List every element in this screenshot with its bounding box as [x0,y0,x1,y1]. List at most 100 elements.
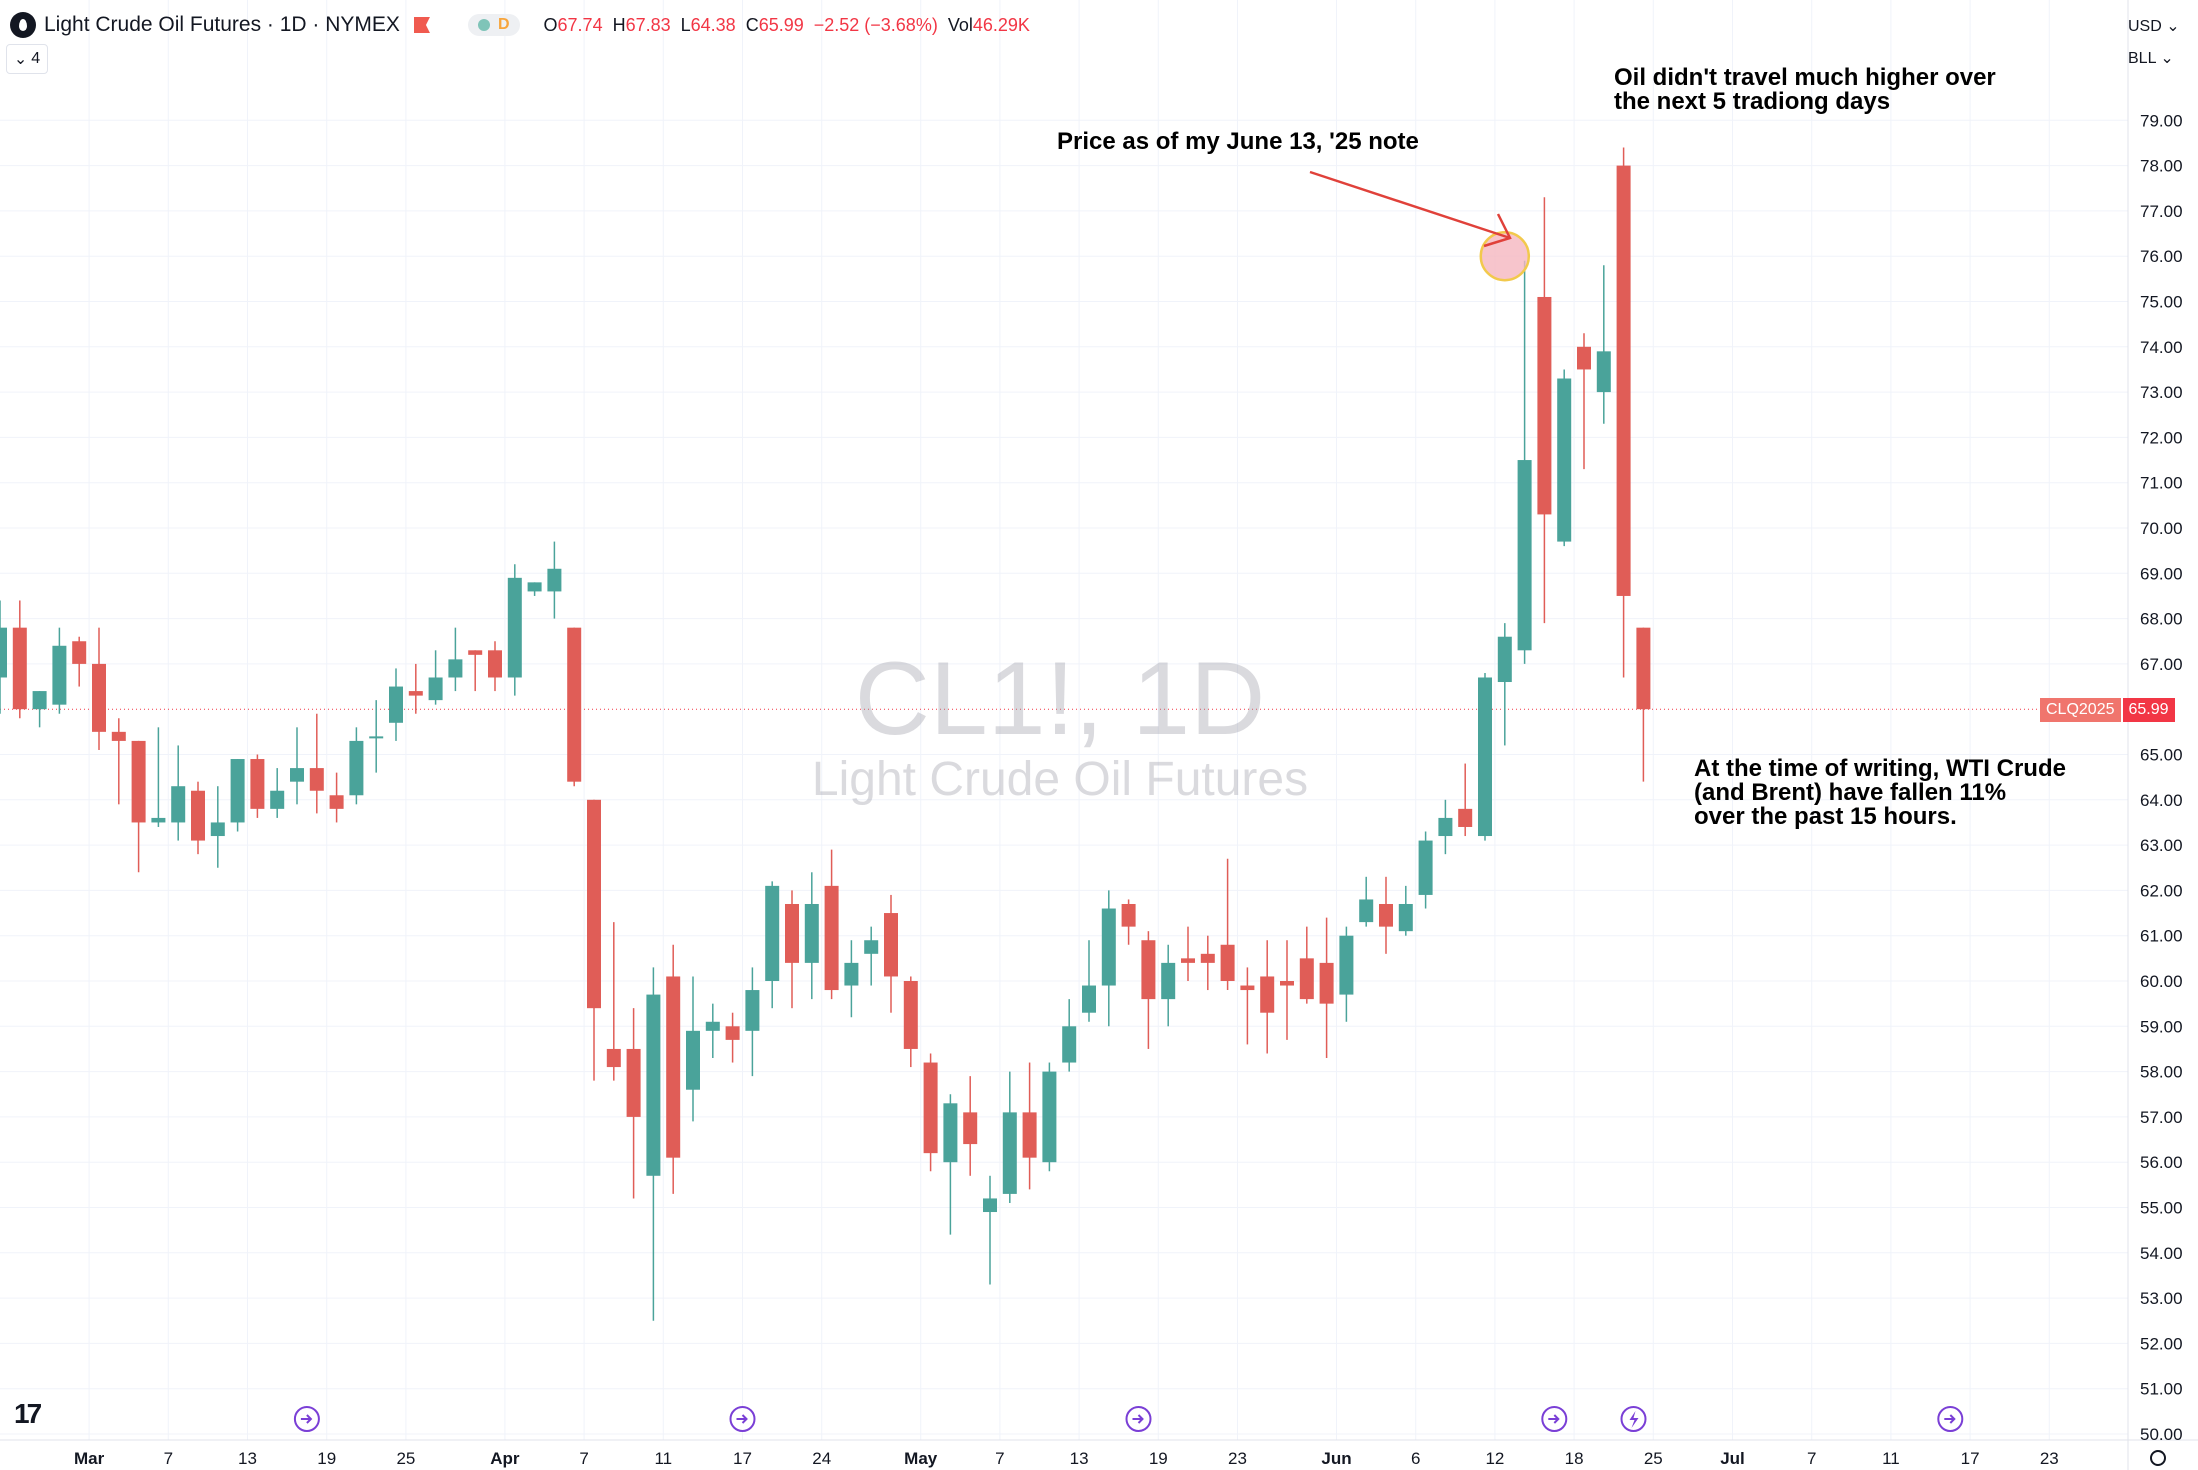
candle-body[interactable] [1240,985,1255,991]
candle-body[interactable] [1418,840,1433,895]
candle-body[interactable] [151,817,166,823]
arrow-right-icon [300,1414,313,1424]
candle-body[interactable] [408,691,423,696]
lightning-icon [1629,1411,1639,1428]
candle-body[interactable] [804,903,819,963]
candle-body[interactable] [1398,903,1413,932]
candle-body[interactable] [646,994,661,1176]
candle-body[interactable] [191,790,205,841]
candle-body[interactable] [1339,935,1354,995]
candle-body[interactable] [903,981,918,1049]
candle-body[interactable] [884,913,898,977]
candle-body[interactable] [210,822,225,837]
candle-body[interactable] [428,677,443,701]
candle-body[interactable] [1141,940,1156,1000]
candle-body[interactable] [1161,962,1176,1000]
flag-icon[interactable] [413,17,430,33]
candle-body[interactable] [1022,1112,1037,1158]
candle-body[interactable] [1497,636,1512,683]
indicators-collapse-button[interactable]: ⌄ 4 [6,44,48,74]
market-status-pill[interactable]: D [467,14,520,36]
annotation-arrowhead [1483,213,1512,248]
candle-body[interactable] [448,659,463,678]
candle-body[interactable] [329,795,344,809]
candle-body[interactable] [171,786,186,823]
candle-body[interactable] [765,885,780,981]
annotation-next-5-days[interactable]: Oil didn't travel much higher over the n… [1614,66,1996,114]
candle-body[interactable] [309,768,324,791]
candle-body[interactable] [1616,165,1631,596]
candle-body[interactable] [824,885,839,991]
candle-body[interactable] [369,736,384,739]
candle-body[interactable] [1042,1071,1057,1163]
candle-body[interactable] [349,740,364,796]
candle-body[interactable] [983,1198,997,1213]
candle-body[interactable] [32,691,47,710]
gear-icon[interactable] [2150,1450,2166,1466]
candle-body[interactable] [567,627,582,782]
candle-body[interactable] [0,627,7,678]
candle-body[interactable] [745,990,760,1031]
candle-body[interactable] [1359,899,1374,923]
candle-body[interactable] [587,799,601,1009]
unit-selector[interactable]: BLL ⌄ [2128,48,2188,68]
candle-body[interactable] [250,759,265,809]
annotation-time-of-writing[interactable]: At the time of writing, WTI Crude (and B… [1694,757,2066,829]
candle-body[interactable] [230,759,245,823]
candle-body[interactable] [72,641,87,664]
candle-body[interactable] [1002,1112,1017,1194]
candle-body[interactable] [547,568,562,592]
candle-body[interactable] [686,1030,700,1090]
candle-body[interactable] [1200,953,1215,963]
candle-body[interactable] [943,1103,958,1163]
candle-body[interactable] [1299,958,1314,1000]
tradingview-logo[interactable]: 17 [14,1398,42,1429]
candle-body[interactable] [923,1062,938,1154]
candle-body[interactable] [725,1026,740,1040]
candle-body[interactable] [1319,962,1334,1004]
symbol-title[interactable]: Light Crude Oil Futures · 1D · NYMEX [44,13,400,36]
candle-body[interactable] [1438,817,1453,837]
candle-body[interactable] [963,1112,978,1145]
candle-body[interactable] [507,577,522,678]
candle-body[interactable] [666,976,681,1158]
annotation-arrow[interactable] [1309,170,1511,240]
candle-body[interactable] [1121,903,1136,927]
candle-body[interactable] [1557,378,1572,542]
candle-body[interactable] [1379,903,1393,927]
candle-body[interactable] [488,650,502,678]
candle-body[interactable] [131,740,146,823]
candle-body[interactable] [626,1048,641,1117]
candle-body[interactable] [1478,677,1492,837]
candle-body[interactable] [1596,351,1611,393]
candle-body[interactable] [52,645,67,705]
candle-body[interactable] [1537,296,1552,515]
candle-body[interactable] [468,650,483,655]
candle-body[interactable] [527,582,542,592]
candle-body[interactable] [606,1048,621,1068]
candle-body[interactable] [864,940,879,954]
candle-body[interactable] [1260,976,1275,1013]
candle-body[interactable] [785,903,799,963]
candle-body[interactable] [111,731,126,741]
candle-body[interactable] [1280,981,1294,986]
candle-body[interactable] [1062,1026,1077,1063]
candle-body[interactable] [705,1021,720,1031]
currency-selector[interactable]: USD ⌄ [2128,16,2188,36]
candle-body[interactable] [1458,808,1473,827]
candle-body[interactable] [1577,346,1591,370]
candle-body[interactable] [1636,627,1651,710]
candle-body[interactable] [389,686,403,723]
candle-body[interactable] [270,790,285,809]
candle-body[interactable] [290,768,304,782]
candle-body[interactable] [1181,958,1195,963]
candle-body[interactable] [1220,944,1235,981]
candle-body[interactable] [1101,908,1116,986]
candle-body[interactable] [844,962,859,986]
candle-body[interactable] [1082,985,1096,1013]
candle-body[interactable] [12,627,27,710]
annotation-june13-note[interactable]: Price as of my June 13, '25 note [1057,128,1419,155]
candle-body[interactable] [1517,460,1532,651]
candle-body[interactable] [92,663,106,732]
